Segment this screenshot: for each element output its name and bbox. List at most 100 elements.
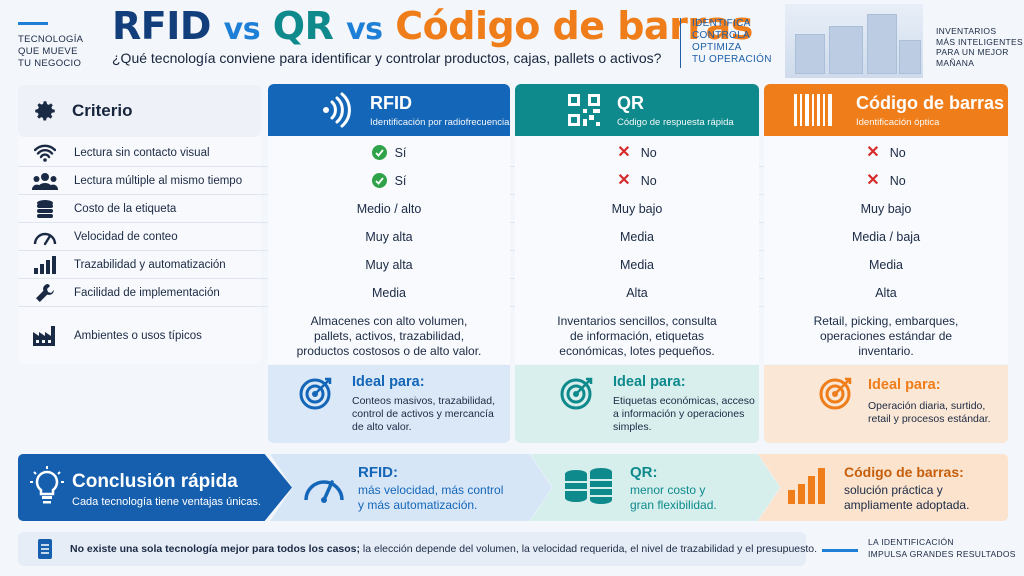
barcode-value-cell: ✕ No [764,139,1008,166]
qr-value-cell: Muy bajo [515,195,759,222]
rfid-title: RFID [370,92,412,113]
wrench-icon [30,283,60,303]
right-tagline: INVENTARIOS MÁS INTELIGENTES PARA UN MEJOR… [936,26,1023,68]
qr-column [515,136,759,364]
conclusion-rfid-title: RFID: [358,464,398,481]
target-icon [298,375,334,416]
check-icon [371,145,387,160]
lightbulb-icon [30,466,64,511]
people-icon [30,172,60,190]
qr-uses-cell: Inventarios sencillos, consulta de inform… [515,308,759,364]
criteria-header-label: Criterio [72,101,133,120]
uses-line: de información, etiquetas [569,328,705,343]
rfid-header: RFID Identificación por radiofrecuencia [268,84,510,136]
uses-line: operaciones estándar de [819,328,953,343]
qr-ideal-title: Ideal para: [613,374,686,390]
value-text: Alta [875,285,897,300]
uses-line: Inventarios sencillos, consulta [557,313,717,328]
value-text: No [889,173,906,188]
check-icon [371,173,387,188]
qr-subtitle: Código de respuesta rápida [617,116,734,128]
speedometer-icon [30,228,60,246]
uses-line: inventario. [858,343,914,358]
barcode-value-cell: Media / baja [764,223,1008,250]
rfid-value-cell: Muy alta [268,223,510,250]
target-icon [818,375,854,416]
criteria-row: Velocidad de conteo [18,223,261,250]
rfid-signal-icon [318,91,356,129]
qr-value-cell: Alta [515,279,759,306]
x-icon: ✕ [617,171,631,189]
rfid-subtitle: Identificación por radiofrecuencia [370,116,510,128]
uses-line: Retail, picking, embarques, [813,313,959,328]
value-text: Media [619,229,655,244]
speedometer-icon [302,468,346,513]
qr-ideal-box: Ideal para: Etiquetas económicas, acceso… [515,365,759,443]
wifi-icon [30,144,60,162]
criteria-label: Trazabilidad y automatización [74,258,226,271]
rfid-value-cell: Sí [268,167,510,194]
qr-code-icon [567,93,601,127]
value-text: Medio / alto [356,201,422,216]
barcode-value-cell: ✕ No [764,167,1008,194]
criteria-label: Ambientes o usos típicos [74,330,202,342]
value-text: No [889,145,906,160]
accent-line [822,549,858,552]
criteria-header: Criterio [18,85,261,137]
conclusion-barcode-title: Código de barras: [844,464,964,480]
conclusion-rfid-desc: más velocidad, más control y más automati… [358,483,504,512]
qr-value-cell: ✕ No [515,167,759,194]
x-icon: ✕ [866,143,880,161]
value-text: Alta [626,285,648,300]
value-text: Muy alta [365,257,413,272]
conclusion-title: Conclusión rápida [72,471,238,492]
rfid-column [268,136,510,364]
bar-chart-icon [30,255,60,274]
rfid-value-cell: Muy alta [268,251,510,278]
rfid-ideal-desc: Conteos masivos, trazabilidad, control de… [352,395,495,433]
value-text: Muy alta [365,229,413,244]
value-text: Sí [394,145,407,160]
criteria-row: Ambientes o usos típicos [18,308,261,364]
target-icon [559,375,595,416]
gear-icon [32,98,58,124]
row-separator [18,194,1008,195]
row-separator [18,306,1008,307]
barcode-ideal-box: Ideal para: Operación diaria, surtido, re… [764,365,1008,443]
barcode-subtitle: Identificación óptica [856,116,940,128]
criteria-label: Costo de la etiqueta [74,202,177,215]
value-text: No [640,145,657,160]
criteria-label: Facilidad de implementación [74,286,220,299]
row-separator [18,278,1008,279]
database-icon [564,466,614,513]
conclusion-qr-title: QR: [630,464,658,481]
uses-line: productos costosos o de alto valor. [296,343,482,358]
uses-line: Almacenes con alto volumen, [310,313,468,328]
barcode-uses-cell: Retail, picking, embarques, operaciones e… [764,308,1008,364]
qr-value-cell: Media [515,223,759,250]
value-text: No [640,173,657,188]
barcode-ideal-desc: Operación diaria, surtido, retail y proce… [868,400,991,425]
row-separator [18,222,1008,223]
warehouse-image [785,4,923,78]
value-text: Muy bajo [860,201,912,216]
criteria-row: Lectura sin contacto visual [18,139,261,166]
qr-value-cell: Media [515,251,759,278]
divider [680,18,681,68]
bottom-tagline: LA IDENTIFICACIÓN IMPULSA GRANDES RESULTA… [868,537,1016,559]
qr-value-cell: ✕ No [515,139,759,166]
uses-line: económicas, lotes pequeños. [559,343,715,358]
conclusion-qr: QR: menor costo y gran flexibilidad. [530,454,780,521]
left-tagline: TECNOLOGÍA QUE MUEVE TU NEGOCIO [18,34,84,69]
page-subtitle: ¿Qué tecnología conviene para identifica… [112,50,662,66]
conclusion-rfid: RFID: más velocidad, más control y más au… [270,454,552,521]
document-icon [38,539,52,564]
row-separator [18,250,1008,251]
rfid-ideal-box: Ideal para: Conteos masivos, trazabilida… [268,365,510,443]
conclusion-barcode-desc: solución práctica y ampliamente adoptada. [844,483,970,512]
footer-text: No existe una sola tecnología mejor para… [70,543,818,555]
mid-tagline: IDENTIFICA CONTROLA OPTIMIZA TU OPERACIÓN [692,18,772,65]
barcode-value-cell: Media [764,251,1008,278]
criteria-label: Lectura sin contacto visual [74,146,210,159]
value-text: Media [371,285,407,300]
